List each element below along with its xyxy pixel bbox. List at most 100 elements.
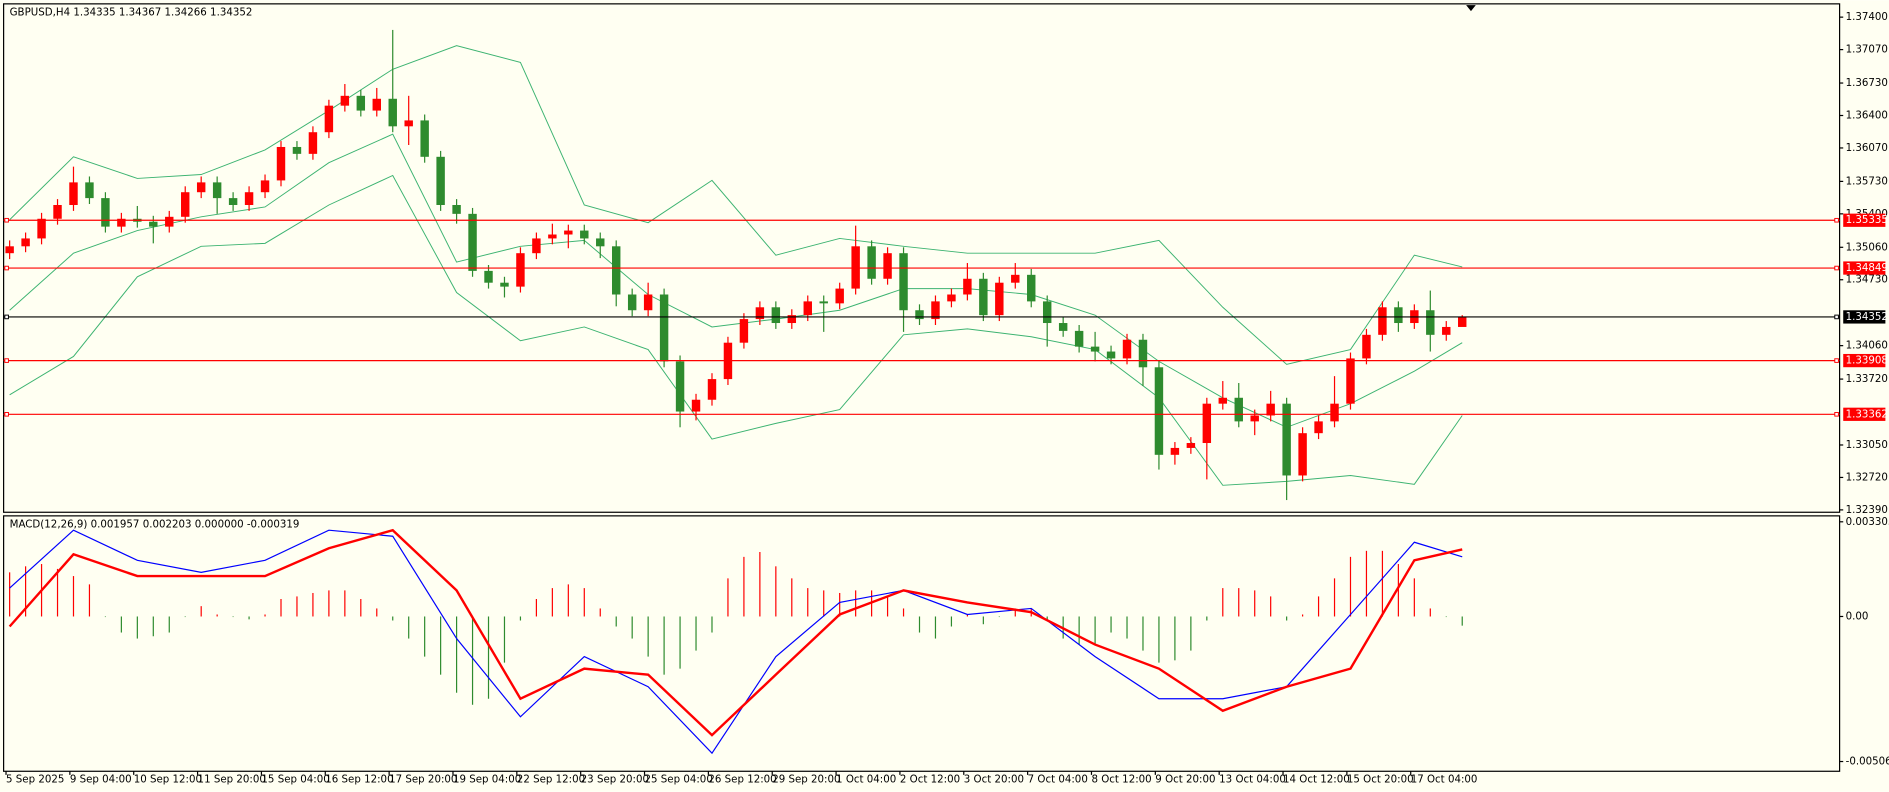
- candle-body: [308, 132, 318, 154]
- level-line-anchor: [1834, 265, 1839, 271]
- candle-body: [85, 182, 94, 199]
- candle-body: [867, 246, 876, 279]
- level-line-label-box: [1843, 407, 1886, 421]
- x-tick-label: 17 Oct 04:00: [1411, 774, 1478, 786]
- candle-body: [420, 120, 429, 157]
- candle-body: [915, 310, 924, 320]
- candle-body: [1298, 433, 1307, 476]
- candle-body: [1314, 421, 1323, 434]
- candle-body: [500, 282, 509, 287]
- candle-body: [356, 95, 366, 111]
- y-tick-label: 1.33720: [1846, 373, 1888, 385]
- level-line-label-box: [1843, 353, 1886, 368]
- x-tick-label: 14 Oct 12:00: [1283, 774, 1350, 786]
- y-tick-label: 1.36730: [1846, 77, 1888, 89]
- y-tick-label: 1.32720: [1846, 471, 1888, 483]
- x-tick-label: 9 Sep 04:00: [70, 774, 132, 786]
- y-tick-label: 0.003303: [1846, 516, 1889, 528]
- candle-body: [1442, 326, 1451, 335]
- shift-marker: [1466, 5, 1476, 12]
- candle-body: [452, 204, 461, 214]
- level-line-label: 1.34849: [1846, 262, 1888, 274]
- candle-body: [260, 180, 270, 193]
- candle-body: [1458, 317, 1467, 327]
- candle-body: [212, 182, 222, 199]
- x-tick-label: 15 Sep 04:00: [261, 774, 329, 786]
- candle-body: [1058, 323, 1068, 331]
- x-tick-label: 3 Oct 20:00: [964, 774, 1024, 786]
- level-line-anchor: [1834, 217, 1839, 223]
- y-tick-label: 0.00: [1846, 610, 1869, 622]
- level-line-label: 1.35335: [1846, 214, 1888, 226]
- band-lower: [9, 174, 1463, 486]
- candle-body: [1426, 310, 1435, 335]
- candle-body: [835, 288, 844, 304]
- candle-body: [564, 230, 573, 235]
- y-tick-label: 1.37400: [1846, 11, 1888, 23]
- candle-body: [165, 216, 174, 227]
- plot-layer: 1.37400 1.37070 1.36730 1.36400 1.36070 1.357…: [3, 11, 1889, 786]
- candle-body: [787, 315, 797, 324]
- candle-body: [388, 98, 397, 127]
- level-line-anchor: [4, 412, 9, 417]
- candle-body: [1378, 307, 1387, 335]
- y-tick-label: 1.32390: [1846, 504, 1888, 516]
- candle-body: [883, 253, 892, 279]
- candle-body: [931, 301, 940, 320]
- x-tick-label: 22 Sep 12:00: [517, 774, 585, 786]
- candle-body: [548, 234, 557, 239]
- candle-body: [691, 399, 701, 412]
- last-price-line-label: 1.34352: [1846, 311, 1888, 323]
- price-title: GBPUSD,H4 1.34335 1.34367 1.34266 1.3435…: [10, 6, 253, 18]
- candle-body: [1218, 397, 1228, 404]
- candle-body: [739, 319, 749, 343]
- candle-body: [899, 253, 908, 311]
- candle-body: [1362, 334, 1371, 359]
- x-tick-label: 5 Sep 2025: [6, 774, 64, 786]
- x-tick-label: 19 Sep 04:00: [453, 774, 521, 786]
- candle-body: [1154, 367, 1164, 455]
- candle-body: [659, 294, 669, 362]
- level-line-label: 1.33908: [1846, 355, 1888, 367]
- y-tick-label: 1.37070: [1846, 44, 1888, 56]
- y-tick-label: 1.35730: [1846, 175, 1888, 187]
- candle-body: [1186, 443, 1196, 448]
- last-price-line-anchor: [4, 314, 9, 320]
- candle-body: [1170, 447, 1180, 455]
- candle-body: [1122, 339, 1132, 359]
- candle-body: [324, 105, 334, 133]
- y-tick-label: 1.34730: [1846, 274, 1888, 286]
- macd-title: MACD(12,26,9) 0.001957 0.002203 0.000000…: [10, 518, 300, 530]
- candle-body: [755, 307, 765, 320]
- candle-body: [819, 301, 828, 304]
- candle-body: [596, 238, 605, 247]
- x-tick-label: 11 Sep 20:00: [198, 774, 266, 786]
- candle-body: [404, 120, 413, 127]
- candle-body: [468, 213, 477, 271]
- candle-body: [1250, 415, 1259, 422]
- candle-body: [1394, 307, 1403, 324]
- candle-body: [979, 278, 988, 316]
- candle-body: [516, 253, 525, 287]
- level-line-label-box: [1843, 261, 1886, 275]
- candle-body: [53, 204, 62, 219]
- level-line-anchor: [4, 358, 9, 363]
- candle-body: [643, 294, 653, 311]
- candle-body: [484, 270, 493, 283]
- candle-body: [21, 238, 30, 247]
- candle-body: [117, 218, 126, 227]
- last-price-line-label-box: [1843, 310, 1886, 324]
- y-tick-label: 1.33050: [1846, 439, 1888, 451]
- x-tick-label: 29 Sep 20:00: [772, 774, 840, 786]
- last-price-line-anchor: [1834, 314, 1839, 320]
- x-tick-label: 17 Sep 20:00: [389, 774, 457, 786]
- level-line-anchor: [4, 217, 9, 223]
- candle-body: [707, 379, 717, 400]
- y-tick-label: 1.36400: [1846, 109, 1888, 121]
- x-tick-label: 8 Oct 12:00: [1091, 774, 1151, 786]
- candle-body: [1106, 351, 1116, 359]
- price-panel: [3, 3, 1841, 513]
